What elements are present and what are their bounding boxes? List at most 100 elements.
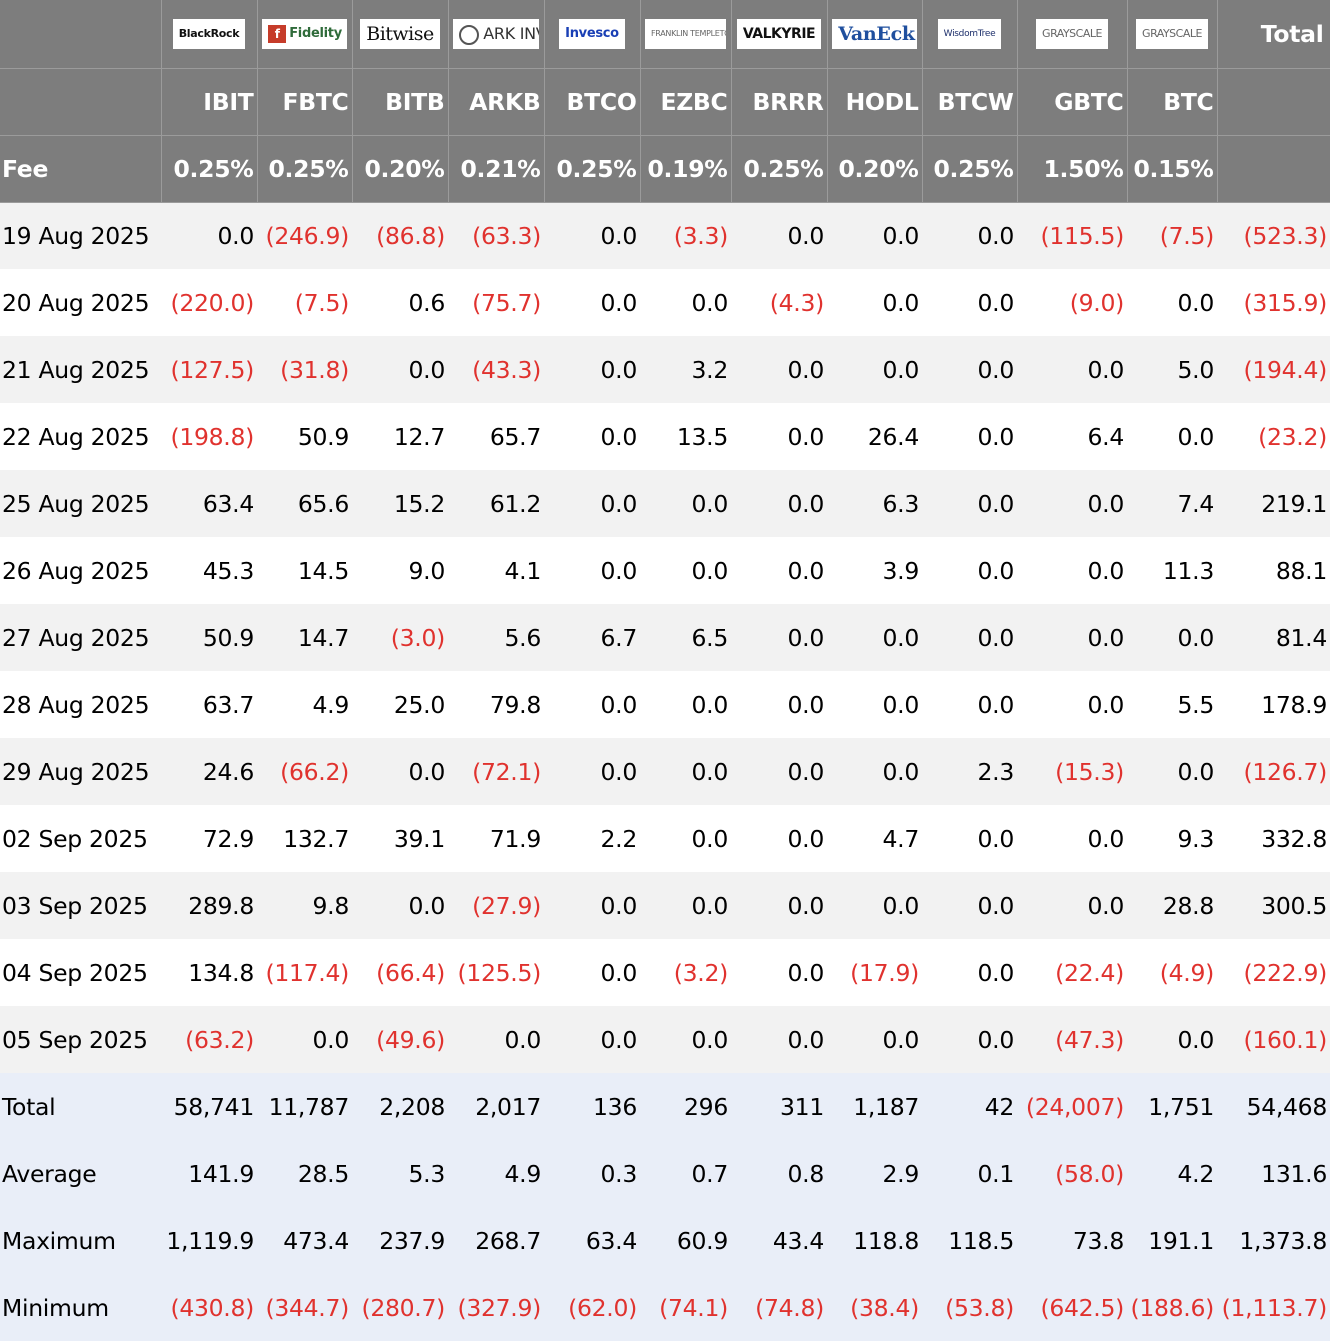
flow-cell: 0.0 (640, 738, 731, 805)
flow-cell: 7.4 (1127, 470, 1217, 537)
flow-cell: (24,007) (1017, 1073, 1127, 1140)
total-column-header: Total (1217, 0, 1330, 69)
vaneck-logo: VanEck (832, 19, 917, 49)
flow-cell: 0.0 (1017, 872, 1127, 939)
flow-cell: 6.5 (640, 604, 731, 671)
flow-cell: (4.9) (1127, 939, 1217, 1006)
flow-cell: 0.0 (1127, 604, 1217, 671)
table-row: 25 Aug 2025 63.4 65.6 15.2 61.2 0.0 0.0 0.0 6.3 0… (0, 470, 1330, 537)
flow-cell: (31.8) (257, 336, 352, 403)
table-row: 04 Sep 2025 134.8 (117.4) (66.4) (125.5) 0.0(… (0, 939, 1330, 1006)
ticker-header: GBTC (1017, 68, 1128, 136)
flow-cell: 141.9 (161, 1140, 257, 1207)
flow-cell: 9.0 (352, 537, 448, 604)
flow-cell: (43.3) (448, 336, 544, 403)
flow-cell: 0.0 (1017, 671, 1127, 738)
flow-cell: 0.0 (827, 671, 922, 738)
flow-cell: 0.0 (544, 671, 640, 738)
summary-row: Minimum (430.8) (344.7) (280.7) (327.9) (62.0… (0, 1274, 1330, 1341)
summary-label: Total (0, 1073, 161, 1140)
flow-cell: 0.0 (922, 939, 1017, 1006)
flow-cell: 289.8 (161, 872, 257, 939)
flow-cell: 268.7 (448, 1207, 544, 1274)
flow-cell: 28.8 (1127, 872, 1217, 939)
row-total-cell: 81.4 (1217, 604, 1330, 671)
flow-cell: 0.0 (544, 470, 640, 537)
flow-cell: (74.1) (640, 1274, 731, 1341)
flow-cell: (220.0) (161, 269, 257, 336)
fee-row: Fee 0.25% 0.25% 0.20% 0.21% 0.25% 0.19% … (0, 135, 1330, 203)
table-row: 22 Aug 2025 (198.8) 50.9 12.7 65.7 0.0 13.5 0.0… (0, 403, 1330, 470)
flow-cell: (3.2) (640, 939, 731, 1006)
row-total-cell: (1,113.7) (1217, 1274, 1330, 1341)
daily-flows-body: 19 Aug 2025 0.0 (246.9) (86.8) (63.3) 0.0 (3.3… (0, 202, 1330, 1073)
flow-cell: (72.1) (448, 738, 544, 805)
flow-cell: 45.3 (161, 537, 257, 604)
flow-cell: (17.9) (827, 939, 922, 1006)
ticker-header: HODL (827, 68, 923, 136)
date-cell: 27 Aug 2025 (0, 604, 161, 671)
flow-cell: (127.5) (161, 336, 257, 403)
flow-cell: 0.0 (731, 470, 827, 537)
flow-cell: 0.0 (922, 202, 1017, 269)
flow-cell: 6.7 (544, 604, 640, 671)
blackrock-logo: BlackRock (172, 19, 246, 49)
flow-cell: 58,741 (161, 1073, 257, 1140)
flow-cell: 0.0 (544, 336, 640, 403)
flow-cell: 0.0 (1127, 1006, 1217, 1073)
flow-cell: 5.3 (352, 1140, 448, 1207)
flow-cell: 0.0 (827, 604, 922, 671)
ticker-header: IBIT (161, 68, 258, 136)
flow-cell: 0.0 (731, 738, 827, 805)
flow-cell: 0.0 (731, 872, 827, 939)
flow-cell: 25.0 (352, 671, 448, 738)
flow-cell: 5.5 (1127, 671, 1217, 738)
flow-cell: 65.7 (448, 403, 544, 470)
ark-invest-logo: ARK INVEST (453, 19, 539, 49)
flow-cell: 0.0 (1017, 336, 1127, 403)
flow-cell: 28.5 (257, 1140, 352, 1207)
flow-cell: 0.0 (827, 269, 922, 336)
table-row: 26 Aug 2025 45.3 14.5 9.0 4.1 0.0 0.0 0.0 3.9 0.0… (0, 537, 1330, 604)
fee-cell: 0.25% (544, 135, 641, 203)
table-row: 05 Sep 2025 (63.2) 0.0 (49.6) 0.0 0.0 0.0 0.0 0.… (0, 1006, 1330, 1073)
corner-cell (0, 68, 162, 136)
row-total-cell: 178.9 (1217, 671, 1330, 738)
flow-cell: 65.6 (257, 470, 352, 537)
flow-cell: 1,119.9 (161, 1207, 257, 1274)
flow-cell: (3.3) (640, 202, 731, 269)
date-cell: 25 Aug 2025 (0, 470, 161, 537)
flow-cell: 0.0 (731, 1006, 827, 1073)
row-total-cell: (315.9) (1217, 269, 1330, 336)
fee-cell: 0.15% (1127, 135, 1218, 203)
flow-cell: (58.0) (1017, 1140, 1127, 1207)
flow-cell: (49.6) (352, 1006, 448, 1073)
row-total-cell: 88.1 (1217, 537, 1330, 604)
flow-cell: 0.0 (731, 939, 827, 1006)
date-cell: 04 Sep 2025 (0, 939, 161, 1006)
flow-cell: 0.0 (544, 939, 640, 1006)
fee-cell: 0.20% (827, 135, 923, 203)
ticker-header: FBTC (257, 68, 353, 136)
date-cell: 02 Sep 2025 (0, 805, 161, 872)
flow-cell: 0.0 (1127, 738, 1217, 805)
flow-cell: 0.0 (1127, 269, 1217, 336)
date-cell: 20 Aug 2025 (0, 269, 161, 336)
fee-cell: 0.25% (257, 135, 353, 203)
grayscale-mini-logo: GRAYSCALE (1136, 19, 1208, 49)
flow-cell: (75.7) (448, 269, 544, 336)
flow-cell: 11.3 (1127, 537, 1217, 604)
flow-cell: 4.2 (1127, 1140, 1217, 1207)
flow-cell: 11,787 (257, 1073, 352, 1140)
flow-cell: (125.5) (448, 939, 544, 1006)
flow-cell: (63.3) (448, 202, 544, 269)
flow-cell: 0.0 (1017, 604, 1127, 671)
flow-cell: 0.0 (731, 403, 827, 470)
flow-cell: 5.0 (1127, 336, 1217, 403)
flow-cell: 43.4 (731, 1207, 827, 1274)
flow-cell: (198.8) (161, 403, 257, 470)
date-cell: 29 Aug 2025 (0, 738, 161, 805)
flow-cell: 0.0 (640, 671, 731, 738)
flow-cell: 0.3 (544, 1140, 640, 1207)
